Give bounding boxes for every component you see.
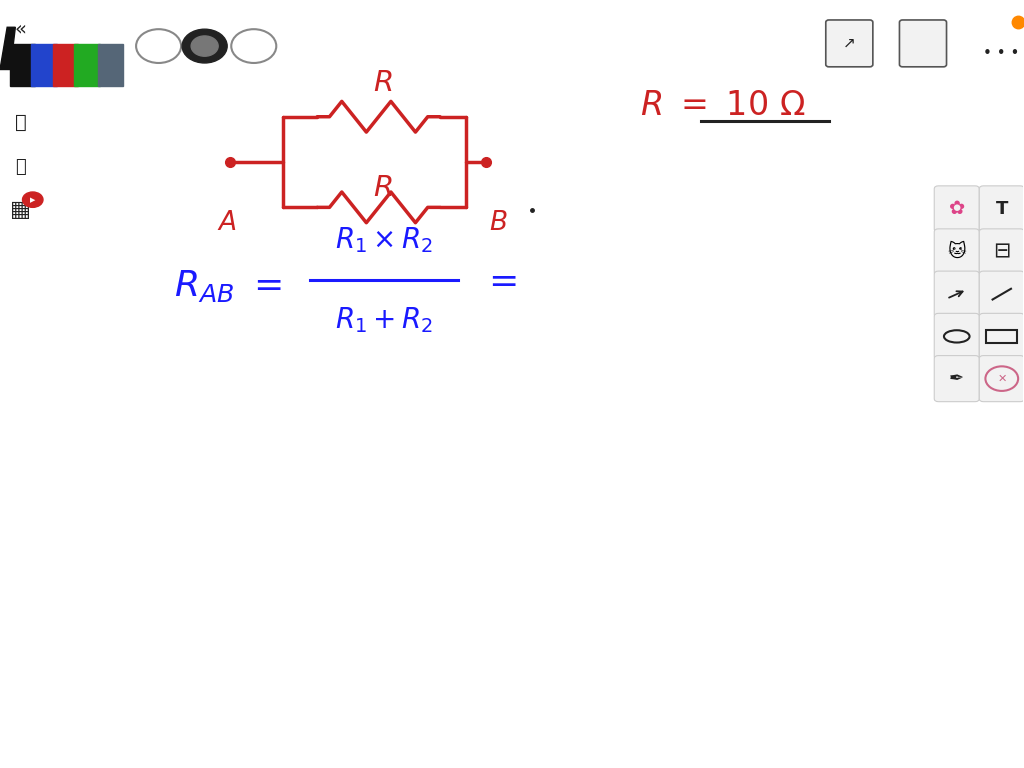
FancyBboxPatch shape <box>934 186 979 232</box>
FancyBboxPatch shape <box>97 44 123 87</box>
Text: ✒: ✒ <box>949 369 965 388</box>
Text: • • •: • • • <box>983 46 1019 61</box>
Text: ↩: ↩ <box>10 66 31 91</box>
Text: $R\ =\ 10\ \Omega$: $R\ =\ 10\ \Omega$ <box>640 90 805 122</box>
FancyBboxPatch shape <box>934 356 979 402</box>
Text: ▦: ▦ <box>10 200 31 220</box>
FancyBboxPatch shape <box>979 356 1024 402</box>
FancyBboxPatch shape <box>979 313 1024 359</box>
Circle shape <box>23 192 43 207</box>
FancyBboxPatch shape <box>899 20 946 67</box>
FancyBboxPatch shape <box>979 186 1024 232</box>
Text: ⊟: ⊟ <box>993 242 1011 262</box>
Text: $R_1 + R_2$: $R_1 + R_2$ <box>335 306 433 335</box>
Text: ✕: ✕ <box>997 373 1007 384</box>
Text: R: R <box>374 174 394 202</box>
FancyBboxPatch shape <box>979 271 1024 317</box>
Text: «: « <box>14 19 27 38</box>
Text: R: R <box>374 69 394 97</box>
FancyBboxPatch shape <box>825 20 872 67</box>
Text: A: A <box>218 210 237 236</box>
Text: $R_{AB}\ =$: $R_{AB}\ =$ <box>174 269 282 304</box>
FancyBboxPatch shape <box>31 44 56 87</box>
Text: T: T <box>995 200 1008 218</box>
Text: $=$: $=$ <box>481 263 516 297</box>
Circle shape <box>182 29 227 63</box>
FancyBboxPatch shape <box>934 271 979 317</box>
FancyBboxPatch shape <box>934 313 979 359</box>
Text: 🐱: 🐱 <box>947 243 966 261</box>
Text: B: B <box>489 210 508 236</box>
FancyBboxPatch shape <box>74 44 99 87</box>
Text: ▶: ▶ <box>30 197 36 203</box>
Text: 📋: 📋 <box>15 157 26 176</box>
Circle shape <box>191 36 218 56</box>
FancyBboxPatch shape <box>9 44 35 87</box>
Text: $R_1 \times R_2$: $R_1 \times R_2$ <box>335 226 433 255</box>
Polygon shape <box>0 28 15 69</box>
Text: ✿: ✿ <box>948 200 965 218</box>
FancyBboxPatch shape <box>52 44 78 87</box>
Text: 🗑: 🗑 <box>14 114 27 132</box>
Text: ↗: ↗ <box>843 35 856 51</box>
FancyBboxPatch shape <box>934 229 979 275</box>
FancyBboxPatch shape <box>979 229 1024 275</box>
